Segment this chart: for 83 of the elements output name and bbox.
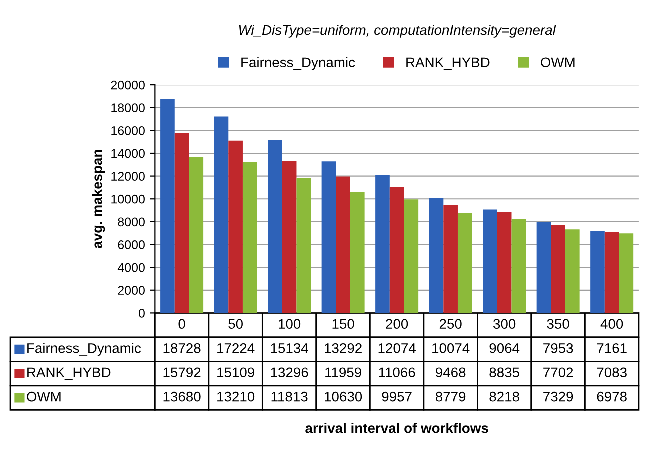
y-tick-label: 20000 bbox=[111, 80, 145, 90]
data-label: 7161 bbox=[597, 343, 627, 354]
data-label: 10074 bbox=[432, 343, 470, 354]
bar bbox=[483, 210, 498, 314]
bar bbox=[404, 200, 419, 314]
y-tick-label: 14000 bbox=[112, 149, 145, 158]
data-label: 9957 bbox=[382, 392, 412, 402]
data-label: 13292 bbox=[325, 343, 362, 354]
bar bbox=[322, 162, 336, 314]
x-tick-label: 350 bbox=[547, 319, 570, 330]
bar bbox=[565, 230, 580, 314]
data-label: 6978 bbox=[597, 392, 627, 402]
data-label: 7702 bbox=[544, 368, 574, 378]
chart-title: Wi_DisType=uniform, computationIntensity=general bbox=[239, 24, 556, 38]
y-tick-label: 10000 bbox=[112, 194, 145, 204]
data-label: 15792 bbox=[164, 368, 201, 378]
bar bbox=[376, 175, 390, 314]
bar bbox=[268, 140, 282, 314]
text: OWM bbox=[27, 392, 61, 402]
data-label: 7953 bbox=[544, 343, 574, 354]
bar bbox=[189, 157, 204, 314]
bar bbox=[350, 192, 365, 314]
data-label: 15109 bbox=[218, 368, 254, 378]
legend-label: OWM bbox=[541, 58, 575, 68]
data-label: 17224 bbox=[218, 343, 255, 354]
data-label: 11959 bbox=[326, 368, 362, 378]
text: arrival interval of workflows bbox=[306, 423, 488, 434]
bar bbox=[336, 176, 350, 314]
data-label: 8218 bbox=[490, 392, 520, 402]
bar bbox=[551, 225, 566, 314]
text: Fairness_Dynamic bbox=[28, 343, 142, 356]
data-label: 8835 bbox=[490, 368, 520, 378]
x-tick-label: 150 bbox=[332, 319, 354, 330]
y-tick-label: 18000 bbox=[112, 104, 145, 113]
legend-label: RANK_HYBD bbox=[406, 58, 490, 70]
y-tick-label: 4000 bbox=[118, 263, 145, 272]
data-label: 15134 bbox=[271, 343, 308, 354]
x-tick-label: 400 bbox=[600, 319, 624, 330]
text: RANK_HYBD bbox=[28, 368, 111, 380]
bar bbox=[458, 213, 472, 314]
bar bbox=[512, 219, 526, 314]
data-label: 9064 bbox=[490, 343, 520, 354]
data-label: 12074 bbox=[378, 343, 416, 354]
data-label: 18728 bbox=[164, 343, 201, 354]
x-tick-label: 50 bbox=[228, 319, 243, 330]
data-label: 10630 bbox=[325, 392, 362, 402]
y-tick-label: 2000 bbox=[118, 286, 145, 296]
data-label: 11066 bbox=[379, 368, 416, 378]
data-label: 13210 bbox=[218, 392, 255, 402]
legend-label: Fairness_Dynamic bbox=[242, 57, 356, 70]
y-tick-label: 0 bbox=[138, 309, 145, 318]
data-label: 13296 bbox=[271, 368, 308, 378]
bar bbox=[174, 133, 190, 314]
bar bbox=[604, 232, 620, 314]
y-tick-label: 16000 bbox=[112, 126, 145, 136]
y-tick-label: 12000 bbox=[112, 172, 145, 181]
data-label: 7083 bbox=[597, 368, 627, 378]
bar bbox=[497, 212, 512, 314]
x-tick-label: 0 bbox=[178, 319, 186, 330]
data-label: 7329 bbox=[544, 392, 574, 402]
x-tick-label: 200 bbox=[386, 319, 408, 330]
data-label: 8779 bbox=[436, 392, 466, 402]
data-label: 13680 bbox=[164, 392, 201, 402]
y-axis-title: avg. makespan bbox=[92, 150, 106, 249]
bar bbox=[282, 162, 297, 314]
bar bbox=[429, 198, 444, 314]
bar bbox=[390, 186, 404, 314]
bar bbox=[590, 232, 605, 314]
bar bbox=[228, 140, 243, 314]
x-tick-label: 250 bbox=[440, 319, 462, 330]
data-label: 11813 bbox=[272, 392, 308, 402]
bar bbox=[619, 234, 634, 314]
bar bbox=[242, 162, 258, 314]
y-tick-label: 6000 bbox=[118, 240, 145, 250]
bar bbox=[444, 205, 458, 314]
bar bbox=[536, 222, 552, 314]
x-tick-label: 300 bbox=[494, 319, 516, 330]
x-tick-label: 100 bbox=[279, 319, 301, 330]
y-tick-label: 8000 bbox=[118, 218, 145, 227]
bar bbox=[296, 178, 312, 314]
bar bbox=[214, 116, 229, 314]
bar bbox=[160, 100, 175, 314]
data-label: 9468 bbox=[436, 368, 466, 378]
